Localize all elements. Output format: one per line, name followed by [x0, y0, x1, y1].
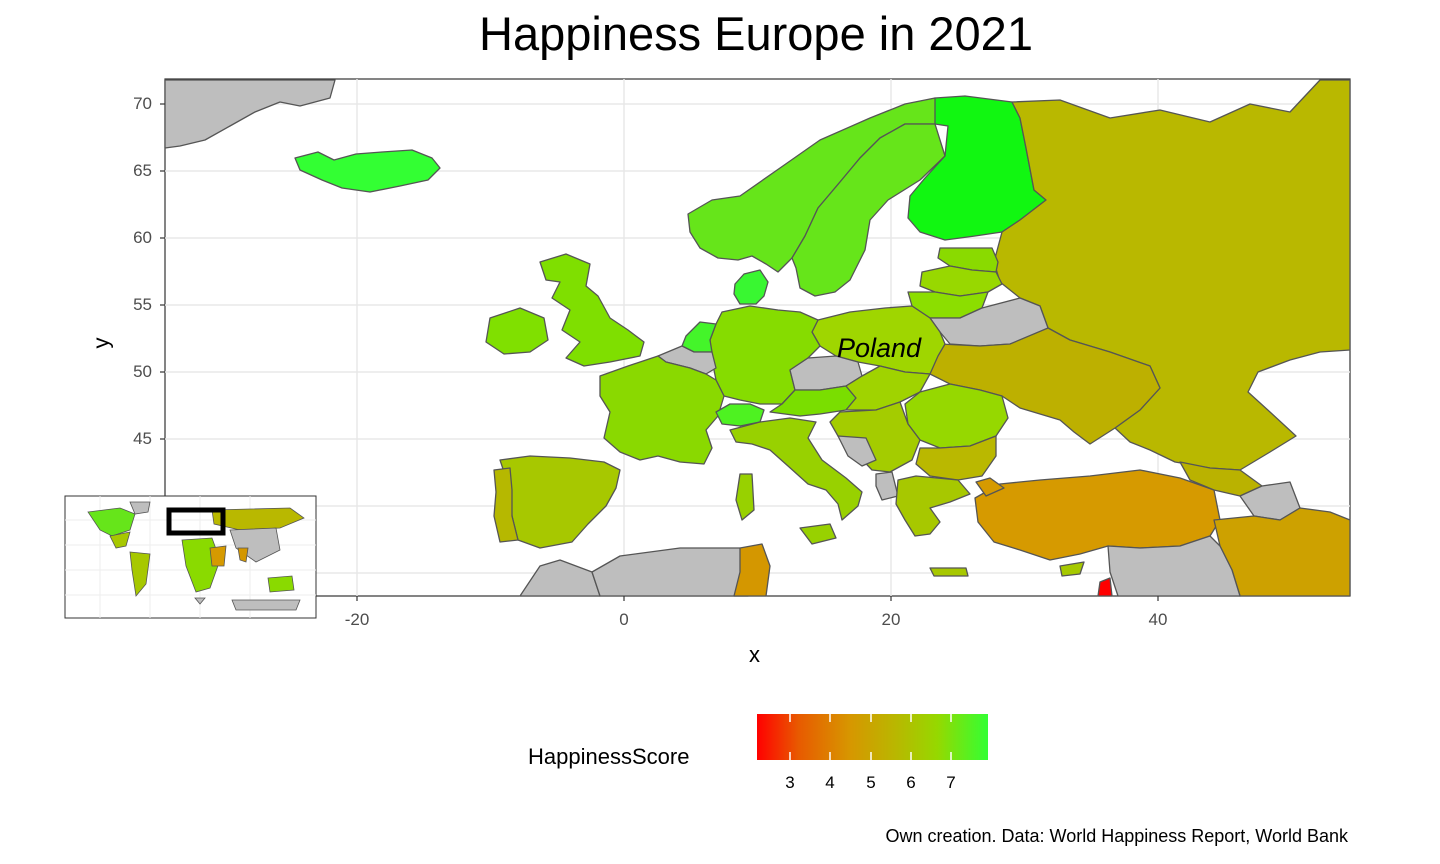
inset-highlight-box: [166, 507, 226, 536]
y-tick-55: 55: [133, 295, 152, 314]
region-balkans: [829, 401, 921, 473]
legend-title: HappinessScore: [528, 744, 690, 769]
y-axis-label: y: [88, 337, 114, 349]
region-crete: [929, 567, 969, 577]
region-hungary: [845, 365, 931, 411]
axis-ticks: [160, 103, 1159, 601]
caption: Own creation. Data: World Happiness Repo…: [885, 826, 1348, 846]
x-tick-minus20: -20: [344, 610, 370, 629]
legend-tick-4: 4: [825, 773, 835, 792]
region-greece: [895, 475, 971, 537]
countries: [164, 79, 1351, 597]
region-denmark: [733, 269, 769, 305]
region-albania: [875, 471, 899, 501]
x-axis-label: x: [749, 642, 760, 667]
region-bulgaria: [915, 435, 997, 481]
y-tick-70: 70: [133, 94, 152, 113]
region-sicily: [799, 523, 837, 545]
y-tick-45: 45: [133, 429, 152, 448]
poland-label: Poland: [837, 333, 922, 363]
y-tick-50: 50: [133, 362, 152, 381]
region-greenland: [164, 79, 336, 149]
inset-world-map: [64, 495, 317, 619]
region-lebanon: [1097, 577, 1113, 597]
region-portugal: [493, 467, 519, 543]
region-france: [599, 355, 725, 465]
region-uk: [539, 253, 645, 367]
x-tick-40: 40: [1148, 610, 1168, 629]
x-tick-0: 0: [619, 610, 629, 629]
legend-colorbar: [757, 714, 988, 760]
region-tunisia: [733, 543, 771, 597]
legend-tick-3: 3: [785, 773, 795, 792]
map-title: Happiness Europe in 2021: [479, 7, 1033, 60]
region-sweden: [791, 123, 946, 297]
region-cyprus: [1059, 561, 1085, 577]
region-switzerland: [715, 403, 765, 427]
region-italy: [729, 417, 863, 521]
y-tick-65: 65: [133, 161, 152, 180]
region-syria: [1107, 535, 1241, 597]
region-poland: [811, 305, 946, 375]
region-sardinia: [735, 473, 755, 521]
region-latvia: [919, 265, 1003, 297]
region-iceland: [294, 149, 441, 193]
x-tick-20: 20: [881, 610, 901, 629]
region-turkey-thrace: [975, 477, 1005, 497]
legend-tick-7: 7: [946, 773, 956, 792]
region-bosnia: [837, 435, 877, 467]
region-ireland: [485, 307, 549, 355]
region-russia: [993, 79, 1351, 471]
legend-tick-6: 6: [906, 773, 916, 792]
legend-tick-5: 5: [866, 773, 876, 792]
region-morocco: [519, 559, 601, 597]
y-tick-60: 60: [133, 228, 152, 247]
